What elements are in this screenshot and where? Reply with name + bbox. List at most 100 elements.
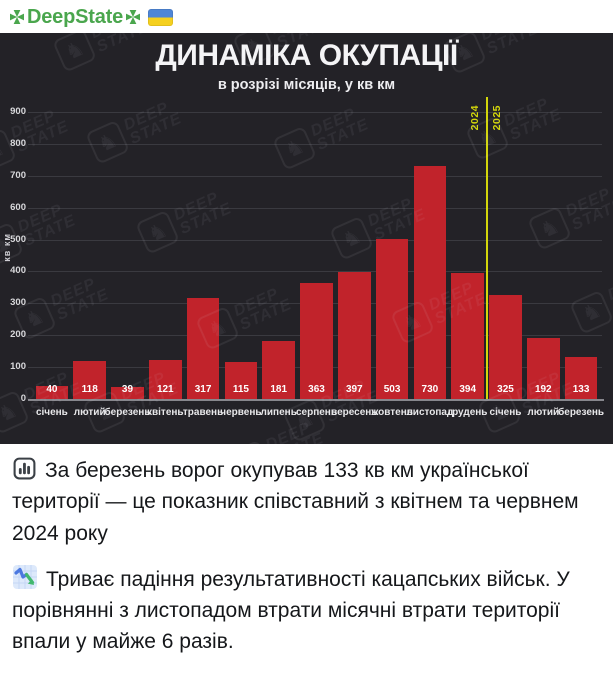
bar-value-label: 115: [232, 384, 249, 395]
bar: [337, 272, 371, 399]
y-tick-label: 900: [10, 106, 26, 117]
knight-logo-icon: ♞: [135, 209, 181, 255]
bar: [375, 238, 409, 399]
gridline: [28, 271, 602, 273]
y-tick-label: 500: [10, 233, 26, 245]
y-tick-label: 100: [10, 361, 26, 373]
bar: [186, 297, 220, 399]
x-axis-label: серпень: [295, 407, 337, 418]
gridline: [28, 207, 602, 209]
knight-logo-icon: ♞: [0, 127, 18, 173]
bar-value-label: 503: [383, 384, 401, 395]
x-axis-label: червень: [220, 407, 262, 418]
knight-logo-icon: ♞: [329, 215, 375, 261]
bar: [73, 361, 107, 399]
caption-text: За березень ворог окупував 133 кв км укр…: [12, 459, 579, 545]
bar: [451, 273, 485, 399]
y-tick-label: 300: [10, 297, 26, 309]
x-axis-line: [28, 399, 604, 401]
bar: [300, 283, 333, 399]
bar-value-label: 730: [421, 384, 439, 395]
x-axis-label: жовтень: [371, 407, 413, 418]
caption-text: Триває падіння результативності кацапськ…: [12, 567, 570, 654]
bar: [489, 295, 522, 399]
x-axis-label: липень: [260, 407, 297, 418]
bar: [111, 386, 144, 399]
bar: [526, 337, 560, 399]
bar-value-label: 118: [81, 384, 98, 395]
x-axis-label: лютий: [527, 407, 560, 418]
x-axis-label: січень: [489, 407, 522, 418]
caption-paragraph: Триває падіння результативності кацапськ…: [12, 564, 601, 658]
bar: [413, 166, 447, 399]
bar-value-label: 192: [534, 384, 552, 395]
channel-name[interactable]: DeepState: [27, 5, 124, 28]
cossack-cross-icon: [10, 10, 24, 24]
bar-value-label: 133: [572, 384, 590, 395]
x-axis-label: квітень: [147, 407, 184, 418]
cossack-cross-icon: [126, 10, 141, 24]
chart-decreasing-icon: [13, 564, 37, 589]
bar-value-label: 394: [459, 384, 477, 395]
bar: [35, 386, 69, 399]
bar-chart-icon: [13, 457, 36, 480]
bar-value-label: 325: [497, 384, 514, 395]
gridline: [28, 112, 602, 113]
y-tick-label: 600: [10, 201, 26, 213]
knight-logo-icon: ♞: [227, 439, 273, 444]
x-axis-label: листопад: [406, 407, 454, 418]
year-label-right: 2025: [490, 105, 503, 131]
chart-subtitle: в розрізі місяців, у кв км: [217, 77, 396, 93]
post-header: DeepState: [0, 0, 613, 33]
year-divider-line: [485, 97, 488, 399]
knight-logo-icon: ♞: [282, 397, 328, 443]
bar: [564, 356, 598, 399]
x-axis-label: вересень: [331, 407, 378, 418]
knight-logo-icon: ♞: [85, 119, 131, 165]
chart-title: ДИНАМІКА ОКУПАЦІЇ: [155, 39, 458, 72]
y-tick-label: 700: [10, 169, 26, 181]
bar-value-label: 39: [121, 384, 134, 395]
bar-value-label: 363: [308, 384, 325, 395]
x-axis-label: січень: [35, 407, 68, 418]
bar-value-label: 317: [194, 384, 212, 395]
post-text: За березень ворог окупував 133 кв км укр…: [0, 444, 613, 677]
ukraine-flag-icon: [148, 8, 174, 26]
bar-value-label: 181: [270, 384, 288, 395]
knight-logo-icon: ♞: [569, 289, 613, 335]
y-tick-label: 200: [10, 329, 26, 341]
x-axis-label: грудень: [447, 407, 488, 418]
y-tick-label: 0: [20, 393, 26, 404]
x-axis-label: березень: [104, 407, 151, 418]
knight-logo-icon: ♞: [272, 125, 318, 171]
x-axis-label: березень: [558, 407, 605, 418]
chart-image[interactable]: ДИНАМІКА ОКУПАЦІЇ в розрізі місяців, у к…: [0, 33, 613, 444]
y-tick-label: 800: [10, 137, 26, 149]
knight-logo-icon: ♞: [527, 205, 573, 251]
bar-value-label: 121: [156, 384, 174, 395]
caption-paragraph: За березень ворог окупував 133 кв км укр…: [12, 455, 601, 549]
bar: [224, 362, 258, 399]
bar: [148, 360, 182, 399]
bar-value-label: 397: [345, 384, 363, 395]
gridline: [28, 175, 602, 177]
gridline: [28, 239, 602, 241]
x-axis-label: лютий: [73, 407, 106, 418]
gridline: [28, 143, 602, 145]
year-label-left: 2024: [468, 105, 481, 131]
y-tick-label: 400: [10, 265, 26, 277]
x-axis-label: травень: [182, 407, 224, 418]
